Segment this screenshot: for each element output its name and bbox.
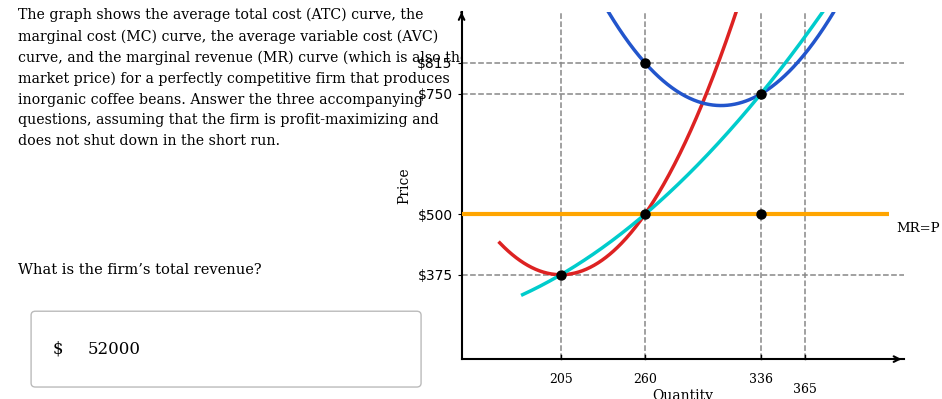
Text: The graph shows the average total cost (ATC) curve, the
marginal cost (MC) curve: The graph shows the average total cost (… <box>18 8 468 148</box>
FancyBboxPatch shape <box>31 311 421 387</box>
Text: 260: 260 <box>633 373 657 385</box>
Text: What is the firm’s total revenue?: What is the firm’s total revenue? <box>18 263 262 277</box>
Text: 336: 336 <box>749 373 772 385</box>
Text: $: $ <box>53 341 63 358</box>
X-axis label: Quantity: Quantity <box>653 389 713 399</box>
Text: 52000: 52000 <box>88 341 140 358</box>
Text: 365: 365 <box>793 383 817 396</box>
Text: MR=P: MR=P <box>897 222 940 235</box>
Text: 205: 205 <box>549 373 573 385</box>
Y-axis label: Price: Price <box>398 167 412 204</box>
